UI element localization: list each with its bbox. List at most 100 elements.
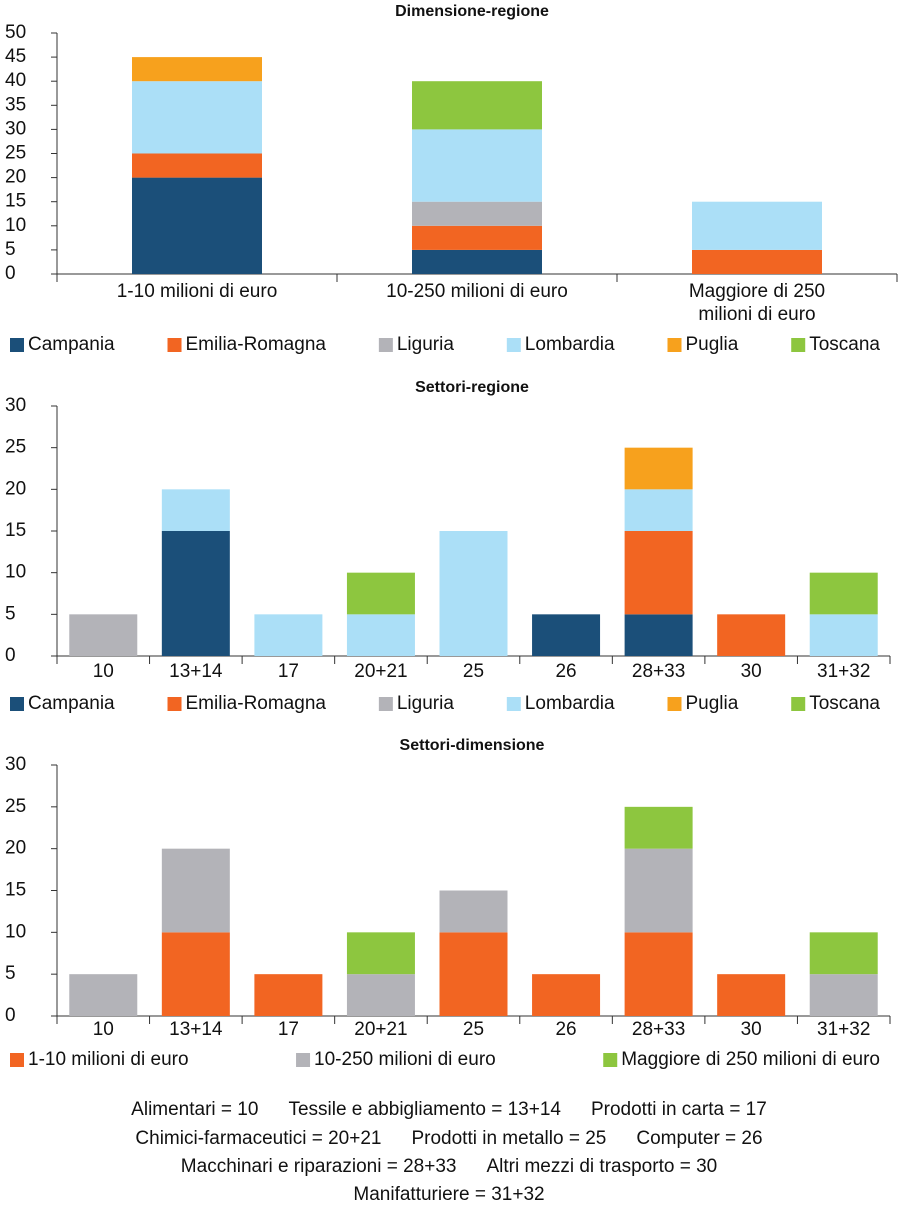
legend-swatch (506, 697, 521, 711)
x-tick-label: 28+33 (632, 661, 685, 682)
y-tick-label: 25 (5, 796, 26, 817)
y-tick-label: 40 (5, 70, 26, 91)
chart-title: Dimensione-regione (395, 3, 549, 20)
x-tick-label: 31+32 (817, 1019, 870, 1040)
y-tick-label: 20 (5, 167, 26, 188)
x-tick-label: 31+32 (817, 661, 870, 682)
note-item: Prodotti in metallo = 25 (411, 1128, 606, 1149)
legend-item: Campania (10, 693, 115, 714)
bar-segment (254, 974, 323, 1016)
legend-swatch (791, 338, 806, 352)
bar-segment (624, 848, 693, 933)
legend-label: Liguria (397, 693, 454, 714)
bar-segment (346, 614, 415, 656)
x-tick-label-box: 10-250 milioni di euro (386, 281, 568, 302)
bar-segment (69, 974, 138, 1016)
x-tick-label: 17 (278, 661, 299, 682)
x-tick-label-box: 1-10 milioni di euro (117, 281, 278, 302)
x-tick-label-box: Maggiore di 250 milioni di euro (689, 281, 825, 325)
legend-item: Campania (10, 334, 115, 355)
legend-label: 1-10 milioni di euro (28, 1049, 189, 1070)
legend-label: Maggiore di 250 milioni di euro (621, 1049, 880, 1070)
note-item: Alimentari = 10 (131, 1099, 258, 1120)
legend-label: Liguria (397, 334, 454, 355)
y-tick-label: 20 (5, 838, 26, 859)
legend-swatch (667, 338, 682, 352)
legend-item: Puglia (667, 334, 739, 355)
bar-segment (132, 177, 262, 274)
y-tick-label: 0 (5, 1005, 16, 1026)
legend-item: Liguria (378, 334, 454, 355)
legend-swatch (667, 697, 682, 711)
legend-item: Puglia (667, 693, 739, 714)
x-tick-label: 20+21 (354, 661, 407, 682)
legend-swatch (167, 338, 182, 352)
bar-segment (624, 614, 693, 656)
legend-label: 10-250 milioni di euro (314, 1049, 496, 1070)
y-tick-label: 30 (5, 754, 26, 775)
bar-segment (412, 201, 542, 226)
bar-segment (532, 614, 601, 656)
legend-label: Campania (28, 693, 115, 714)
y-tick-label: 10 (5, 562, 26, 583)
legend-item: Emilia-Romagna (167, 334, 326, 355)
x-tick-label: 13+14 (169, 1019, 223, 1040)
x-tick-label: 28+33 (632, 1019, 685, 1040)
y-tick-label: 0 (5, 645, 16, 666)
x-tick-label: 20+21 (354, 1019, 407, 1040)
x-tick-label: 10 (93, 661, 114, 682)
y-tick-label: 50 (5, 22, 26, 43)
bar-segment (624, 932, 693, 1016)
bar-segment (132, 153, 262, 178)
x-tick-label: 13+14 (169, 661, 223, 682)
legend-swatch (296, 1053, 311, 1067)
x-tick-label: 10-250 milioni di euro (386, 281, 568, 302)
legend-item: Emilia-Romagna (167, 693, 327, 714)
y-tick-label: 0 (5, 263, 16, 284)
legend-label: Toscana (809, 693, 880, 714)
legend-swatch (378, 338, 393, 352)
bar-segment (69, 614, 138, 656)
bar-segment (346, 572, 415, 615)
bar-segment (132, 57, 262, 82)
legend-item: Maggiore di 250 milioni di euro (603, 1049, 880, 1070)
bar-segment (624, 489, 693, 531)
legend-swatch (10, 697, 24, 711)
bar-segment (809, 974, 878, 1016)
legend-item: Lombardia (506, 334, 615, 355)
note-line: Chimici-farmaceutici = 20+21 Prodotti in … (135, 1128, 762, 1149)
x-tick-label: 30 (741, 1019, 762, 1040)
bar-segment (439, 932, 508, 1016)
chart-title: Settori-dimensione (400, 737, 545, 754)
bar-segment (624, 447, 693, 490)
legend-label: Puglia (685, 693, 738, 714)
bar-segment (717, 974, 786, 1016)
bar-segment (717, 614, 786, 656)
bar-segment (412, 129, 542, 202)
legend-item: Toscana (791, 334, 880, 355)
note-item: Computer = 26 (636, 1128, 762, 1149)
note-item: Manifatturiere = 31+32 (353, 1184, 544, 1205)
legend-label: Puglia (685, 334, 738, 355)
bar-segment (161, 932, 230, 1016)
bar-segment (624, 531, 693, 615)
bar-segment (346, 974, 415, 1016)
bar-segment (439, 890, 508, 933)
legend-item: 10-250 milioni di euro (296, 1049, 496, 1070)
y-tick-label: 15 (5, 191, 26, 212)
bar-segment (809, 614, 878, 656)
legend-swatch (10, 338, 24, 352)
bar-segment (624, 806, 693, 849)
legend-label: Campania (28, 334, 115, 355)
note-line: Alimentari = 10 Tessile e abbigliamento =… (131, 1099, 767, 1120)
bar-segment (161, 489, 230, 531)
note-item: Macchinari e riparazioni = 28+33 (181, 1156, 457, 1177)
legend-swatch (378, 697, 393, 711)
x-tick-label: 25 (463, 661, 484, 682)
legend-label: Emilia-Romagna (186, 693, 327, 714)
bar-segment (161, 531, 230, 656)
bar-segment (412, 81, 542, 130)
y-tick-label: 10 (5, 921, 26, 942)
legend-item: Lombardia (506, 693, 615, 714)
bar-segment (692, 201, 822, 250)
